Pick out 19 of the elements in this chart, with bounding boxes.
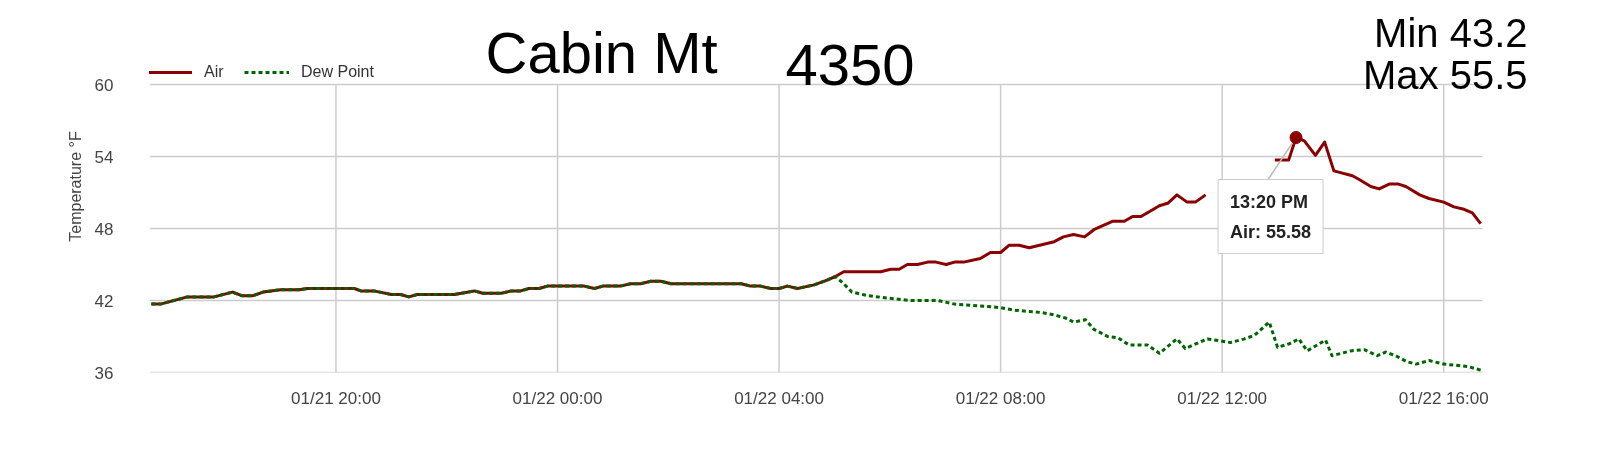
x-tick-label: 01/22 04:00	[734, 388, 824, 408]
text: Min 43.2	[1374, 10, 1528, 55]
legend-label: Dew Point	[301, 63, 374, 81]
y-axis-title: Temperature °F	[66, 131, 84, 242]
x-tick-label: 01/22 12:00	[1177, 388, 1268, 408]
x-tick-label: 01/22 00:00	[512, 388, 603, 408]
legend-label: Air	[204, 63, 224, 81]
annotation: 13:20 PM Air: 55.58	[1230, 191, 1312, 242]
y-tick-label: 60	[94, 75, 114, 95]
chart-title: Cabin Mt	[485, 19, 718, 85]
y-tick-label: 48	[94, 219, 114, 239]
annotation: Max 55.5	[1362, 52, 1528, 97]
chart-subtitle: 4350	[785, 31, 915, 97]
x-tick-label: 01/22 08:00	[955, 388, 1046, 408]
x-tick-label: 01/22 16:00	[1398, 388, 1489, 408]
y-tick-label: 42	[94, 291, 114, 311]
y-tick-label: 36	[94, 363, 114, 383]
y-tick-label: 54	[94, 147, 114, 167]
x-tick-label: 01/21 20:00	[291, 388, 381, 408]
